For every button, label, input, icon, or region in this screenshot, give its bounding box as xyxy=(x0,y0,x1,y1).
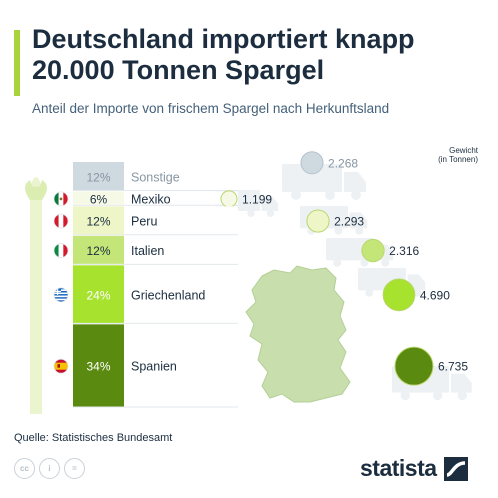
share-label: 34% xyxy=(86,360,110,374)
weight-label: 2.293 xyxy=(334,215,364,229)
country-label: Spanien xyxy=(131,360,177,374)
share-bar xyxy=(73,235,124,264)
statista-logo[interactable]: statista xyxy=(360,455,468,482)
unit-label: Gewicht xyxy=(449,146,479,155)
greece-flag xyxy=(53,287,69,303)
title-accent-bar xyxy=(14,30,20,96)
chart-decoration xyxy=(25,164,472,414)
source-note: Quelle: Statistisches Bundesamt xyxy=(14,432,173,444)
weight-bubble xyxy=(306,209,330,233)
attribution-icon[interactable]: i xyxy=(39,458,60,479)
statista-logo-icon xyxy=(443,456,468,481)
country-label: Peru xyxy=(131,215,157,229)
germany-map xyxy=(245,265,351,403)
license-icons: cc i = xyxy=(14,458,85,479)
spain-flag xyxy=(53,358,69,374)
cc-license-icon[interactable]: cc xyxy=(14,458,35,479)
country-label: Sonstige xyxy=(131,170,180,184)
weight-bubble xyxy=(300,151,324,175)
brand-name: statista xyxy=(360,455,437,481)
page-title: Deutschland importiert knapp 20.000 Tonn… xyxy=(32,24,415,85)
country-label: Italien xyxy=(131,244,164,258)
share-label: 24% xyxy=(86,288,110,302)
weight-label: 6.735 xyxy=(438,360,468,374)
page-subtitle: Anteil der Importe von frischem Spargel … xyxy=(32,101,390,116)
chart: Gewicht(in Tonnen) 12% Sonstige 2.268 6% Mexi… xyxy=(25,146,479,414)
share-label: 12% xyxy=(86,244,110,258)
share-bar xyxy=(73,206,124,235)
asparagus-stalk xyxy=(30,177,42,414)
weight-bubble xyxy=(394,346,434,386)
truck-icon xyxy=(282,164,366,200)
weight-bubble xyxy=(220,190,238,208)
weight-bubble xyxy=(361,238,385,263)
share-bar xyxy=(73,324,124,407)
asparagus-tip xyxy=(25,180,47,200)
italy-flag xyxy=(53,243,69,258)
unit-label: (in Tonnen) xyxy=(438,155,478,164)
share-label: 6% xyxy=(90,192,108,206)
peru-flag xyxy=(53,213,69,229)
share-bar xyxy=(73,191,124,205)
weight-label: 4.690 xyxy=(420,288,450,302)
weight-label: 1.199 xyxy=(242,192,272,206)
share-bar xyxy=(73,162,124,191)
weight-bubble xyxy=(382,278,416,312)
share-bar xyxy=(73,265,124,323)
no-derivatives-icon[interactable]: = xyxy=(64,458,85,479)
mexico-flag xyxy=(53,191,69,207)
weight-label: 2.316 xyxy=(389,244,419,258)
weight-label: 2.268 xyxy=(328,156,358,170)
country-label: Mexiko xyxy=(131,192,171,206)
share-label: 12% xyxy=(86,215,110,229)
country-label: Griechenland xyxy=(131,288,205,302)
share-label: 12% xyxy=(86,170,110,184)
